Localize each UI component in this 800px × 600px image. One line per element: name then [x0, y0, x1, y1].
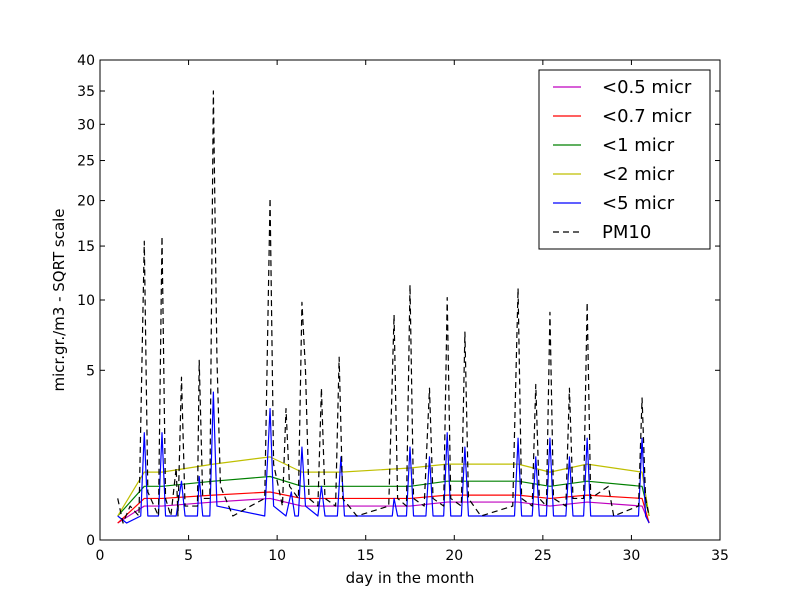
y-tick-label-4: 20	[77, 194, 95, 210]
y-tick-label-8: 40	[77, 53, 95, 69]
legend-label-3: <2 micr	[602, 164, 675, 185]
y-axis-label: micr.gr./m3 - SQRT scale	[50, 208, 68, 391]
y-tick-label-3: 15	[77, 239, 95, 255]
x-tick-label-6: 30	[623, 548, 641, 564]
legend-label-5: PM10	[602, 222, 651, 243]
x-axis-label: day in the month	[346, 569, 475, 587]
series-line-4	[117, 391, 650, 524]
series-line-3	[117, 456, 650, 517]
series-layer	[117, 90, 650, 524]
y-tick-label-7: 35	[77, 84, 95, 100]
x-tick-label-7: 35	[711, 548, 729, 564]
x-tick-label-5: 25	[534, 548, 552, 564]
y-tick-label-2: 10	[77, 293, 95, 309]
legend-label-4: <5 micr	[602, 193, 675, 214]
series-line-2	[117, 475, 650, 517]
y-tick-label-6: 30	[77, 117, 95, 133]
legend-label-2: <1 micr	[602, 135, 675, 156]
y-tick-label-5: 25	[77, 154, 95, 170]
series-line-0	[117, 497, 650, 524]
legend-label-1: <0.7 micr	[602, 106, 692, 127]
legend: <0.5 micr <0.7 micr <1 micr <2 micr <5 micr P…	[538, 69, 711, 250]
y-tick-label-0: 0	[86, 533, 95, 549]
ticks-layer: 0 5 10 15 20 25 30 35 0 5 10 15 20 25 30 35 40	[77, 53, 729, 564]
legend-label-0: <0.5 micr	[602, 77, 692, 98]
legend-frame	[538, 69, 711, 250]
x-tick-label-0: 0	[96, 548, 105, 564]
y-tick-label-1: 5	[86, 363, 95, 379]
x-tick-label-4: 20	[445, 548, 463, 564]
series-line-5	[117, 90, 650, 524]
x-tick-label-3: 15	[357, 548, 375, 564]
x-tick-label-2: 10	[268, 548, 286, 564]
x-tick-label-1: 5	[184, 548, 193, 564]
series-line-1	[117, 491, 650, 524]
